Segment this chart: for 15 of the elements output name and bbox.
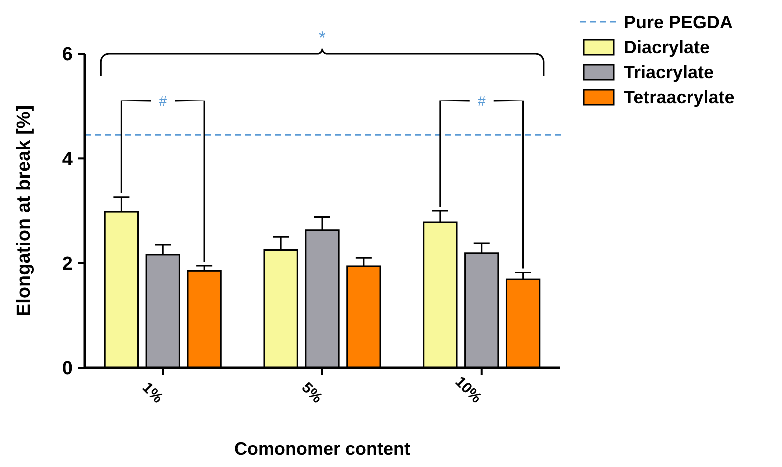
annotation: #	[159, 92, 168, 109]
y-tick-label: 4	[62, 149, 74, 170]
legend-label: Triacrylate	[624, 62, 714, 82]
x-tick-label: 1%	[138, 379, 166, 407]
legend-label: Tetraacrylate	[624, 87, 735, 108]
y-axis-title: Elongation at break [%]	[14, 105, 35, 317]
y-tick-label: 6	[62, 44, 73, 66]
x-axis-title: Comonomer content	[234, 439, 411, 459]
y-tick-label: 0	[62, 358, 73, 380]
legend-label: Pure PEGDA	[624, 12, 734, 32]
y-tick-label: 2	[62, 254, 73, 275]
x-tick-label: 5%	[298, 379, 326, 407]
annotation: #	[478, 92, 486, 109]
x-tick-label: 10%	[452, 374, 486, 407]
legend-label: Diacrylate	[624, 37, 710, 58]
